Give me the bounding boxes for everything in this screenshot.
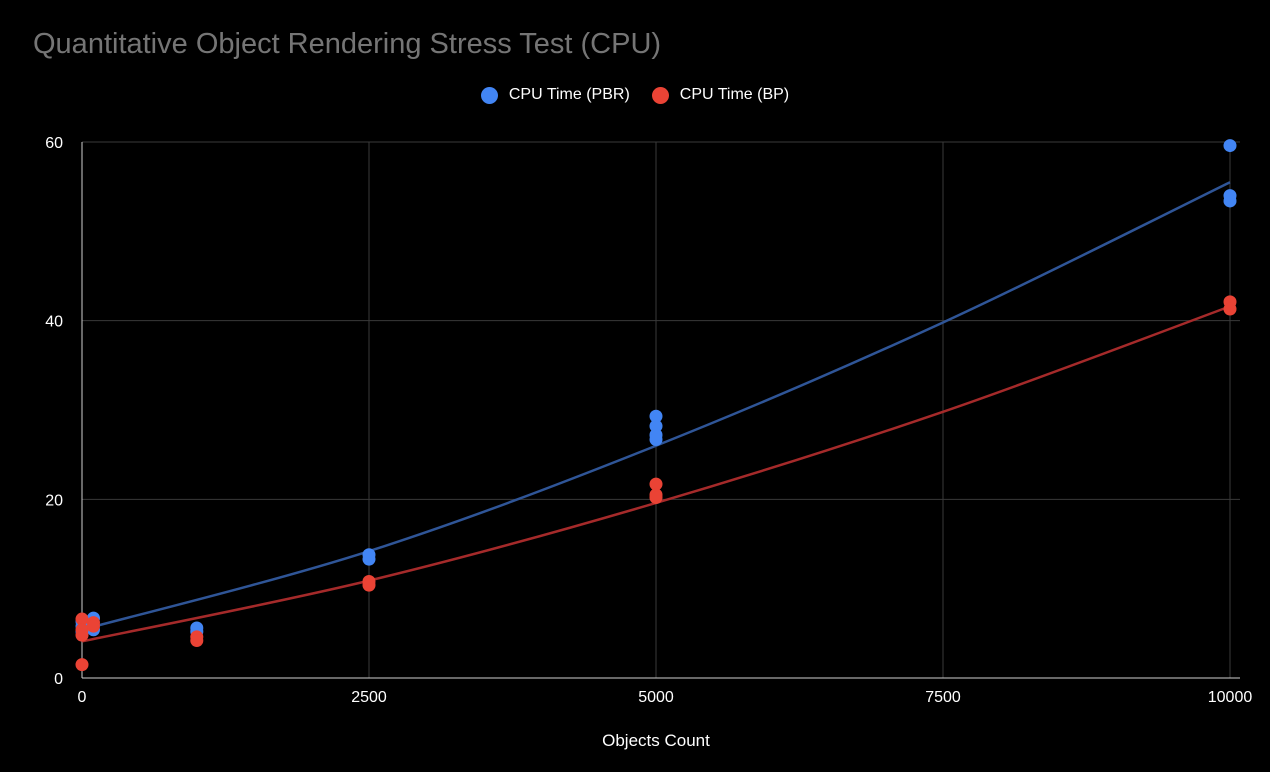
- x-axis-label: Objects Count: [602, 731, 710, 750]
- legend-marker-pbr: [480, 86, 498, 104]
- y-tick-label: 0: [54, 671, 63, 688]
- data-point-pbr: [1223, 194, 1237, 208]
- y-tick-label: 60: [45, 135, 63, 152]
- y-tick-label: 20: [45, 492, 63, 509]
- data-point-bp: [86, 619, 100, 633]
- data-point-pbr: [649, 409, 663, 423]
- data-point-bp: [75, 612, 89, 626]
- data-point-pbr: [649, 432, 663, 446]
- legend-label-bp: CPU Time (BP): [679, 86, 790, 103]
- x-tick-label: 10000: [1208, 689, 1253, 706]
- x-tick-label: 0: [78, 689, 87, 706]
- data-point-bp: [649, 477, 663, 491]
- data-point-pbr: [362, 552, 376, 566]
- data-point-bp: [190, 633, 204, 647]
- x-tick-label: 2500: [351, 689, 387, 706]
- legend-item-bp[interactable]: CPU Time (BP): [651, 86, 790, 104]
- y-tick-label: 40: [45, 314, 63, 331]
- legend-item-pbr[interactable]: CPU Time (PBR): [480, 86, 630, 104]
- legend-label-pbr: CPU Time (PBR): [508, 86, 630, 103]
- data-point-pbr: [1223, 139, 1237, 153]
- chart-title: Quantitative Object Rendering Stress Tes…: [33, 28, 662, 60]
- data-point-bp: [75, 658, 89, 672]
- data-point-bp: [362, 578, 376, 592]
- data-point-bp: [1223, 302, 1237, 316]
- x-tick-label: 5000: [638, 689, 674, 706]
- legend-marker-bp: [651, 86, 669, 104]
- data-point-bp: [75, 628, 89, 642]
- data-point-pbr: [649, 419, 663, 433]
- legend: CPU Time (PBR) CPU Time (BP): [0, 86, 1270, 104]
- x-tick-label: 7500: [925, 689, 961, 706]
- data-point-bp: [649, 491, 663, 505]
